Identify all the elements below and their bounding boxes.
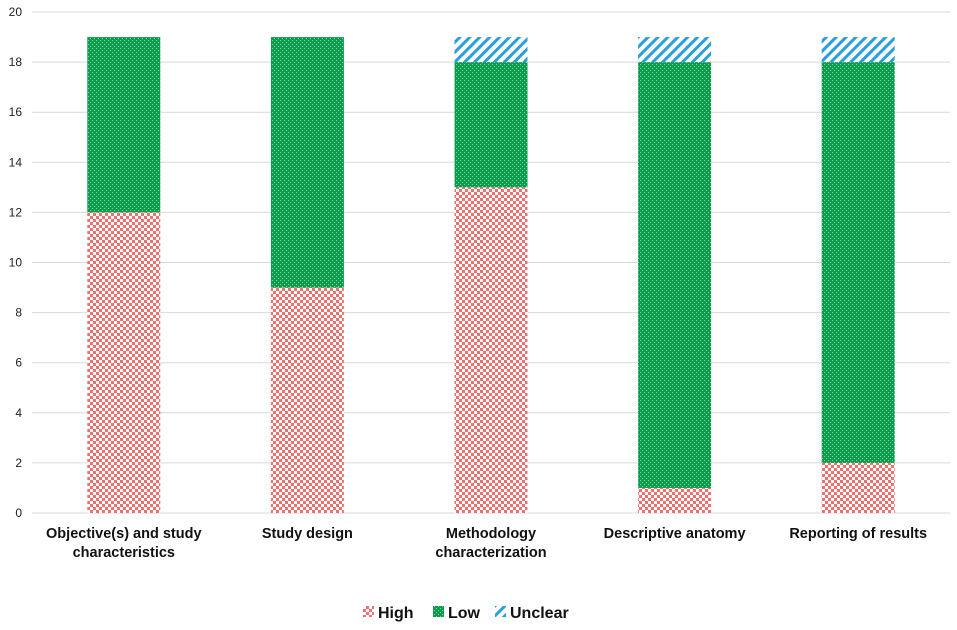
legend-swatch: [495, 606, 506, 617]
bar-high-3: [638, 487, 712, 513]
bar-unclear-3: [638, 37, 712, 63]
y-tick-label: 2: [15, 456, 22, 470]
x-category-label: Objective(s) and study characteristics: [46, 526, 202, 561]
x-category-label: Reporting of results: [789, 526, 927, 542]
bars: [87, 37, 895, 513]
legend-label: Unclear: [510, 605, 569, 622]
x-axis-labels: Objective(s) and study characteristics Stu…: [46, 526, 927, 561]
y-tick-label: 4: [15, 406, 22, 420]
y-axis-ticks: 0 2 4 6 8 10 12 14 16 18 20: [9, 5, 23, 520]
bar-low-3: [638, 62, 712, 488]
bar-high-4: [821, 462, 895, 513]
y-tick-label: 6: [15, 356, 22, 370]
y-tick-label: 10: [9, 256, 23, 270]
legend-item-high: High: [363, 605, 414, 622]
bar-low-1: [270, 37, 344, 288]
legend-swatch: [363, 606, 374, 617]
legend-item-low: Low: [433, 605, 481, 622]
bar-high-1: [270, 287, 344, 513]
legend-item-unclear: Unclear: [495, 605, 569, 622]
bar-low-4: [821, 62, 895, 463]
y-tick-label: 20: [9, 5, 23, 19]
x-category-label: Descriptive anatomy: [604, 526, 746, 542]
y-tick-label: 14: [9, 155, 23, 169]
x-category-label: Methodology characterization: [435, 526, 546, 561]
x-category-label: Study design: [262, 526, 353, 542]
legend-label: Low: [448, 605, 481, 622]
bar-unclear-2: [454, 37, 528, 63]
bar-low-2: [454, 62, 528, 188]
y-tick-label: 0: [15, 506, 22, 520]
y-tick-label: 8: [15, 306, 22, 320]
bar-unclear-4: [821, 37, 895, 63]
y-tick-label: 18: [9, 55, 23, 69]
legend-swatch: [433, 606, 444, 617]
y-tick-label: 16: [9, 105, 23, 119]
bar-high-2: [454, 187, 528, 513]
legend-label: High: [378, 605, 414, 622]
legend: High Low Unclear: [363, 605, 569, 622]
bar-low-0: [87, 37, 161, 213]
bar-high-0: [87, 212, 161, 513]
y-tick-label: 12: [9, 205, 23, 219]
